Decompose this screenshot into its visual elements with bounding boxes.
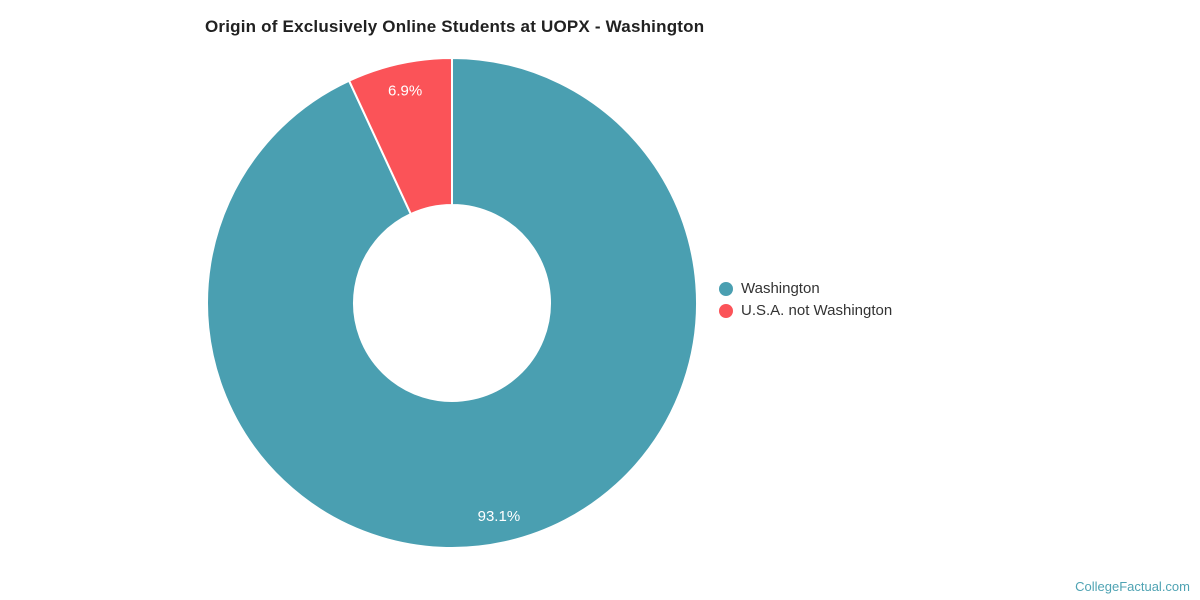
legend-item-label: U.S.A. not Washington bbox=[741, 302, 893, 319]
legend: Washington U.S.A. not Washington bbox=[719, 280, 892, 324]
legend-item-washington[interactable]: Washington bbox=[719, 280, 892, 297]
pie-slice-u-s-a-not-washington[interactable] bbox=[348, 57, 453, 216]
legend-dot-icon bbox=[719, 281, 733, 296]
watermark-link[interactable]: CollegeFactual.com bbox=[1075, 579, 1190, 594]
pie-slice-washington[interactable] bbox=[206, 57, 698, 549]
legend-dot-icon bbox=[719, 303, 733, 318]
legend-item-u-s-a-not-washington[interactable]: U.S.A. not Washington bbox=[719, 302, 892, 319]
legend-item-label: Washington bbox=[741, 280, 820, 297]
chart-title: Origin of Exclusively Online Students at… bbox=[205, 17, 705, 36]
